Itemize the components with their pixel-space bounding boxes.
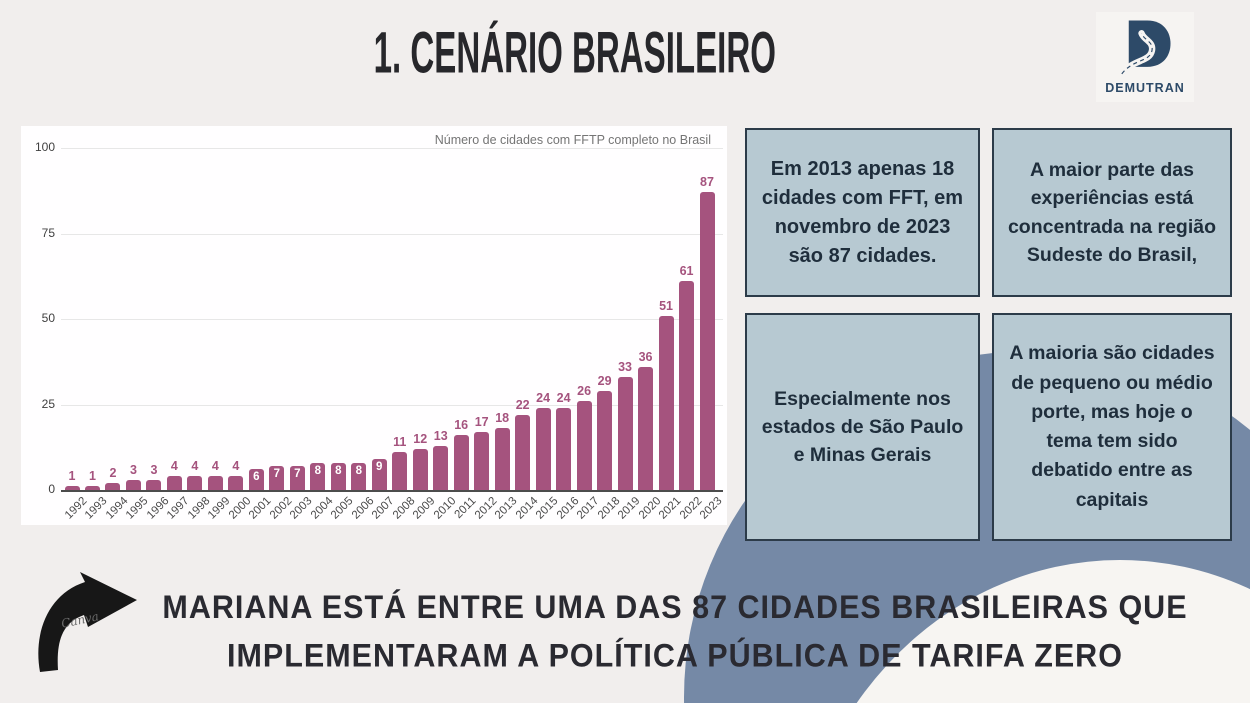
info-box-porte-cidades: A maioria são cidades de pequeno ou médi… xyxy=(992,313,1232,541)
y-tick-label: 75 xyxy=(41,225,55,240)
bar-value-label: 4 xyxy=(191,459,199,474)
bar-value-label: 29 xyxy=(597,373,612,388)
bar-value-label: 24 xyxy=(536,390,551,405)
gridline xyxy=(61,148,723,149)
bar-2003 xyxy=(289,466,305,490)
bar-2005 xyxy=(330,462,346,490)
bar-value-label: 4 xyxy=(232,459,240,474)
bar-value-label: 36 xyxy=(638,349,653,364)
bar-2008 xyxy=(392,452,408,490)
bar-value-label: 7 xyxy=(294,468,301,481)
gridline xyxy=(61,319,723,320)
bar-2022 xyxy=(679,281,695,490)
bar-1996 xyxy=(146,479,162,490)
bar-1995 xyxy=(125,479,141,490)
bar-value-label: 8 xyxy=(314,464,321,477)
logo-text: DEMUTRAN xyxy=(1105,81,1185,95)
x-axis-line xyxy=(61,490,723,492)
bar-1993 xyxy=(84,485,100,490)
info-box-sudeste: A maior parte das experiências está conc… xyxy=(992,128,1232,297)
bar-2006 xyxy=(351,462,367,490)
y-tick-label: 0 xyxy=(48,482,55,496)
y-tick-label: 100 xyxy=(34,140,55,154)
banner-line-2: IMPLEMENTARAM A POLÍTICA PÚBLICA DE TARI… xyxy=(227,637,1123,674)
bar-2010 xyxy=(433,445,449,490)
bar-value-label: 13 xyxy=(433,428,448,443)
bar-value-label: 7 xyxy=(273,468,281,481)
bar-value-label: 12 xyxy=(413,431,428,446)
bar-2018 xyxy=(597,390,613,490)
info-box-text: Especialmente nos estados de São Paulo e… xyxy=(761,387,964,467)
banner-statement: MARIANA ESTÁ ENTRE UMA DAS 87 CIDADES BR… xyxy=(100,584,1250,680)
demutran-d-road-icon xyxy=(1118,20,1171,78)
info-box-text: A maioria são cidades de pequeno ou médi… xyxy=(1009,342,1215,511)
bar-value-label: 9 xyxy=(376,461,383,474)
bar-value-label: 61 xyxy=(679,264,694,279)
curved-arrow-icon xyxy=(38,572,137,672)
bar-value-label: 51 xyxy=(659,298,673,313)
info-box-sp-mg: Especialmente nos estados de São Paulo e… xyxy=(745,313,980,541)
bar-value-label: 11 xyxy=(393,435,407,450)
bar-2013 xyxy=(494,428,510,490)
banner-line-1: MARIANA ESTÁ ENTRE UMA DAS 87 CIDADES BR… xyxy=(162,589,1188,626)
gridline xyxy=(61,233,723,235)
bar-2015 xyxy=(535,407,551,490)
bar-value-label: 17 xyxy=(474,414,489,429)
bar-2004 xyxy=(310,462,326,490)
bar-2016 xyxy=(556,407,572,490)
bar-value-label: 87 xyxy=(700,175,714,190)
curved-arrow: Canva xyxy=(33,571,141,678)
bar-value-label: 1 xyxy=(68,468,76,483)
bar-2009 xyxy=(412,448,428,490)
bar-value-label: 16 xyxy=(454,418,469,433)
bar-2021 xyxy=(658,315,674,490)
y-tick-label: 50 xyxy=(41,311,55,325)
bar-2002 xyxy=(269,466,285,490)
info-box-text: A maior parte das experiências está conc… xyxy=(1007,158,1217,266)
bar-2017 xyxy=(576,401,592,490)
bar-2023 xyxy=(699,192,715,490)
demutran-logo: DEMUTRAN xyxy=(1096,12,1194,102)
page-title: 1. CENÁRIO BRASILEIRO xyxy=(0,20,1150,86)
bar-2020 xyxy=(638,366,654,490)
bar-2012 xyxy=(474,431,490,490)
bar-2019 xyxy=(617,377,633,490)
bar-2000 xyxy=(228,476,244,490)
y-tick-label: 25 xyxy=(41,396,55,411)
bar-value-label: 8 xyxy=(355,464,362,477)
info-box-2013-vs-2023: Em 2013 apenas 18 cidades com FFT, em no… xyxy=(745,128,980,297)
bar-value-label: 22 xyxy=(515,397,530,412)
bar-value-label: 8 xyxy=(335,464,342,477)
bar-value-label: 6 xyxy=(253,471,260,484)
bar-value-label: 33 xyxy=(618,360,633,375)
bar-chart-panel: Número de cidades com FFTP completo no B… xyxy=(21,126,727,525)
bar-1998 xyxy=(187,476,203,490)
bar-value-label: 1 xyxy=(88,468,96,483)
gridline xyxy=(61,404,723,406)
bar-value-label: 24 xyxy=(556,390,571,405)
bar-value-label: 18 xyxy=(495,411,510,426)
bar-1992 xyxy=(64,485,80,490)
bar-value-label: 26 xyxy=(577,384,592,399)
bar-value-label: 3 xyxy=(150,462,158,477)
bar-1994 xyxy=(105,483,121,490)
bar-2011 xyxy=(453,435,469,490)
bar-2014 xyxy=(515,414,531,490)
bar-value-label: 3 xyxy=(129,462,137,477)
bar-value-label: 4 xyxy=(170,459,178,474)
bar-2007 xyxy=(371,459,387,490)
bar-2001 xyxy=(248,469,264,490)
page-title-text: 1. CENÁRIO BRASILEIRO xyxy=(373,20,777,86)
info-box-text: Em 2013 apenas 18 cidades com FFT, em no… xyxy=(761,157,964,267)
bar-1999 xyxy=(207,476,223,490)
bar-1997 xyxy=(166,476,182,490)
chart-title: Número de cidades com FFTP completo no B… xyxy=(434,133,711,147)
bar-value-label: 2 xyxy=(109,466,117,481)
bar-value-label: 4 xyxy=(211,459,219,474)
